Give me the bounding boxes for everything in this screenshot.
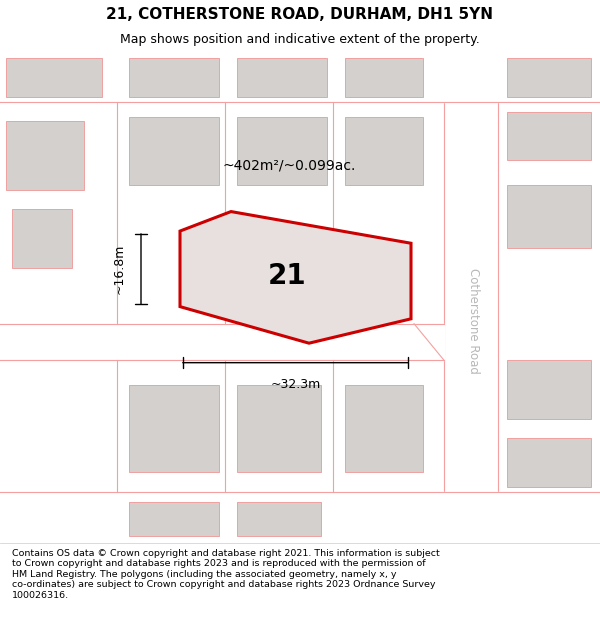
Bar — [129, 502, 219, 536]
Text: Contains OS data © Crown copyright and database right 2021. This information is : Contains OS data © Crown copyright and d… — [12, 549, 440, 599]
Bar — [507, 360, 591, 419]
Text: Map shows position and indicative extent of the property.: Map shows position and indicative extent… — [120, 33, 480, 46]
Bar — [507, 438, 591, 487]
Bar — [237, 384, 321, 472]
Bar — [507, 112, 591, 161]
Bar — [129, 116, 219, 185]
Bar — [345, 116, 423, 185]
Bar — [129, 58, 219, 97]
Bar — [237, 502, 321, 536]
Bar — [6, 58, 102, 97]
Bar — [237, 58, 327, 97]
Bar — [345, 58, 423, 97]
Text: ~32.3m: ~32.3m — [271, 378, 320, 391]
Bar — [507, 185, 591, 248]
Text: Cotherstone Road: Cotherstone Road — [467, 268, 481, 374]
Polygon shape — [180, 211, 411, 343]
Bar — [6, 121, 84, 189]
Text: 21, COTHERSTONE ROAD, DURHAM, DH1 5YN: 21, COTHERSTONE ROAD, DURHAM, DH1 5YN — [107, 8, 493, 22]
Bar — [129, 384, 219, 472]
Bar — [12, 209, 72, 268]
Text: ~402m²/~0.099ac.: ~402m²/~0.099ac. — [222, 158, 355, 172]
Text: 21: 21 — [268, 262, 307, 290]
Bar — [507, 58, 591, 97]
Text: ~16.8m: ~16.8m — [113, 244, 126, 294]
Bar — [237, 116, 327, 185]
Bar — [345, 384, 423, 472]
